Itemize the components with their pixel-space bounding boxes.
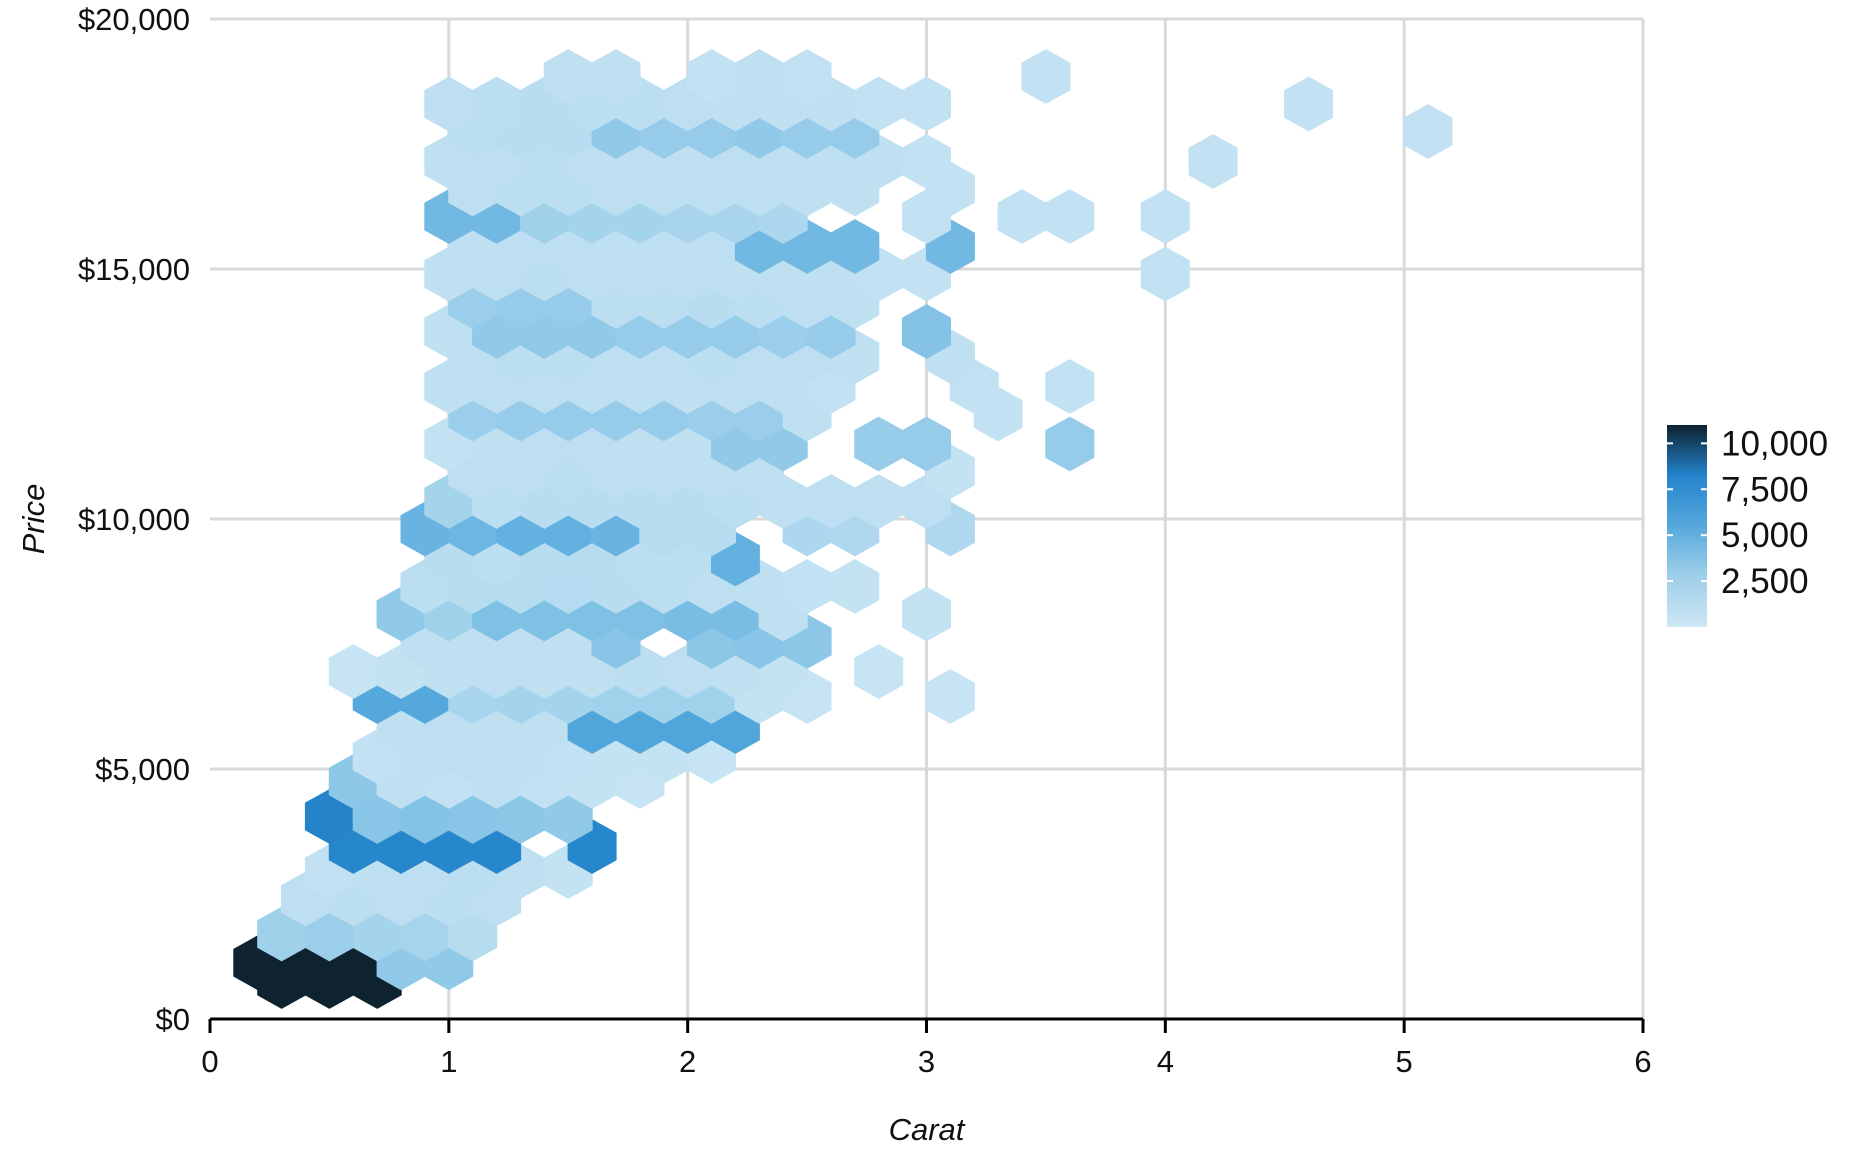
hex-cell [448, 906, 498, 962]
x-axis-title: Carat [889, 1112, 966, 1147]
hex-cell [1045, 189, 1095, 244]
hex-cell [902, 586, 951, 642]
hex-cell [902, 76, 951, 132]
hex-cell [1021, 49, 1071, 104]
hexbin-cells [233, 49, 1453, 1009]
hex-cell [543, 789, 593, 844]
hex-cell [1188, 134, 1238, 189]
x-tick-label: 6 [1634, 1044, 1651, 1079]
color-legend: 2,500 5,000 7,500 10,000 [1667, 424, 1828, 627]
hex-cell [854, 474, 904, 529]
legend-tick-label: 10,000 [1721, 424, 1828, 463]
hex-cell [1140, 246, 1190, 302]
x-tick-label: 2 [679, 1044, 696, 1079]
x-tick-label: 3 [918, 1044, 935, 1079]
hex-cell [806, 474, 856, 529]
hex-cell [854, 644, 904, 699]
y-tick-label: $5,000 [95, 752, 190, 787]
hex-cell [448, 789, 498, 844]
hex-cell [1045, 359, 1095, 414]
y-axis-ticks: $0 $5,000 $10,000 $15,000 $20,000 [78, 2, 190, 1037]
x-tick-label: 4 [1157, 1044, 1174, 1079]
legend-colorbar [1667, 425, 1707, 627]
hex-cell [734, 49, 784, 104]
hex-cell [997, 189, 1047, 244]
hex-cell [304, 906, 354, 962]
hex-cell [854, 76, 904, 132]
y-axis-title: Price [16, 484, 51, 555]
y-tick-label: $10,000 [78, 502, 190, 537]
hex-cell [925, 669, 975, 724]
hex-cell [472, 76, 522, 132]
hex-cell [854, 416, 904, 472]
hex-cell [902, 134, 951, 189]
hex-cell [830, 219, 880, 274]
hex-cell [782, 559, 832, 614]
legend-tick-label: 7,500 [1721, 470, 1809, 509]
hex-cell [830, 559, 880, 614]
hex-cell [352, 906, 402, 962]
hex-cell [1045, 416, 1095, 472]
y-tick-label: $15,000 [78, 252, 190, 287]
y-tick-label: $0 [156, 1002, 190, 1037]
hex-cell [400, 906, 450, 962]
hex-cell [591, 49, 641, 104]
hex-cell [902, 304, 951, 359]
legend-tick-label: 5,000 [1721, 516, 1809, 555]
x-tick-label: 1 [440, 1044, 457, 1079]
hex-cell [328, 644, 378, 699]
hex-cell [687, 49, 736, 104]
hex-cell [304, 789, 354, 844]
x-tick-label: 0 [201, 1044, 218, 1079]
hex-cell [902, 416, 951, 472]
hex-cell [352, 789, 402, 844]
hex-cell [543, 49, 593, 104]
hex-cell [1284, 76, 1334, 132]
hex-cell [1140, 189, 1190, 244]
hex-cell [496, 789, 545, 844]
hex-cell [424, 76, 474, 132]
hex-cell [1403, 104, 1453, 159]
hex-cell [257, 906, 307, 962]
legend-tick-label: 2,500 [1721, 562, 1809, 601]
hex-cell [782, 49, 832, 104]
x-axis-ticks: 0 1 2 3 4 5 6 [201, 1019, 1652, 1079]
y-tick-label: $20,000 [78, 2, 190, 37]
x-tick-label: 5 [1396, 1044, 1413, 1079]
hex-cell [400, 789, 450, 844]
